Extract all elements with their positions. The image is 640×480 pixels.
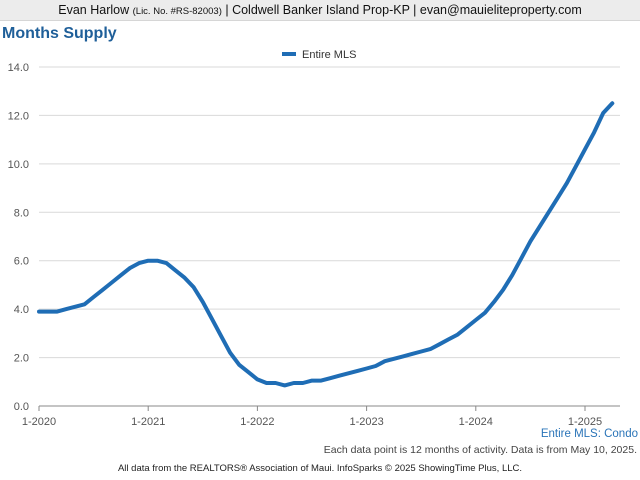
y-tick-label: 14.0 xyxy=(8,62,29,74)
legend-label: Entire MLS xyxy=(302,49,356,61)
y-tick-label: 2.0 xyxy=(14,353,29,365)
y-tick-label: 12.0 xyxy=(8,110,29,122)
x-tick-label: 1-2025 xyxy=(568,416,602,428)
x-tick-label: 1-2023 xyxy=(349,416,383,428)
agent-header-bar: Evan Harlow (Lic. No. #RS-82003) | Coldw… xyxy=(0,0,640,21)
y-tick-label: 8.0 xyxy=(14,207,29,219)
y-tick-label: 4.0 xyxy=(14,304,29,316)
x-tick-label: 1-2024 xyxy=(459,416,493,428)
series-line-entire-mls xyxy=(37,101,615,388)
footer-credit: All data from the REALTORS® Association … xyxy=(117,463,523,474)
agent-license: (Lic. No. #RS-82003) xyxy=(132,6,222,17)
months-supply-chart: 0.0 2.0 4.0 6.0 8.0 10.0 12.0 14.0 1-2020 1-2021 1… xyxy=(8,49,620,428)
agent-name: Evan Harlow xyxy=(58,3,130,17)
office-and-email: | Coldwell Banker Island Prop-KP | evan@… xyxy=(225,3,582,17)
y-tick-label: 10.0 xyxy=(8,159,29,171)
x-tick-label: 1-2022 xyxy=(240,416,274,428)
series-tag: Entire MLS: Condo xyxy=(540,428,638,440)
data-note: Each data point is 12 months of activity… xyxy=(323,444,637,456)
chart-title: Months Supply xyxy=(2,25,117,42)
y-tick-label: 6.0 xyxy=(14,256,29,268)
y-tick-label: 0.0 xyxy=(14,401,29,413)
x-tick-label: 1-2021 xyxy=(131,416,165,428)
x-tick-label: 1-2020 xyxy=(22,416,56,428)
